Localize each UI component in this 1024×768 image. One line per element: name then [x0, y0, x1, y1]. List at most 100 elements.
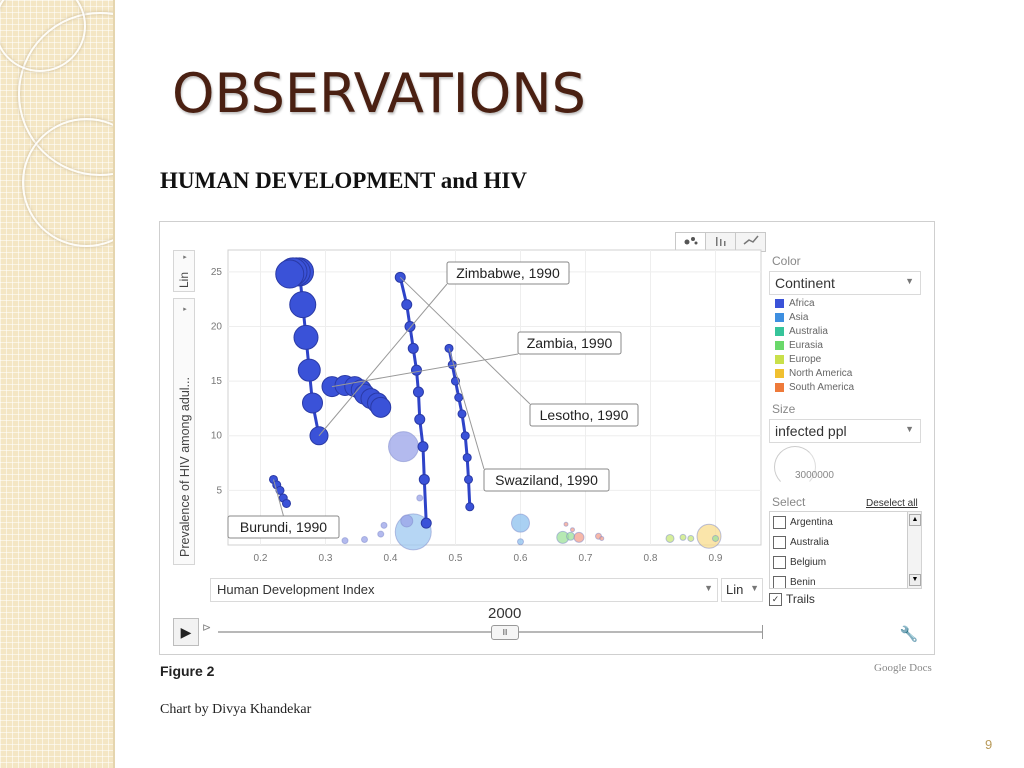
- data-bubble: [573, 531, 585, 543]
- callout-label: Zimbabwe, 1990: [456, 265, 560, 281]
- time-slider-thumb[interactable]: II: [491, 625, 519, 640]
- legend-item[interactable]: Asia: [775, 310, 854, 324]
- chevron-right-icon: ▸: [183, 306, 187, 313]
- legend-label: Africa: [789, 297, 815, 309]
- callout-label: Zambia, 1990: [527, 335, 613, 351]
- callout-label: Lesotho, 1990: [540, 407, 629, 423]
- trail-point: [401, 299, 413, 311]
- legend-item[interactable]: Australia: [775, 324, 854, 338]
- legend-item[interactable]: Europe: [775, 352, 854, 366]
- trail-line: [398, 276, 428, 524]
- chevron-down-icon: ▼: [905, 424, 914, 434]
- scroll-down-icon[interactable]: ▼: [909, 574, 921, 586]
- x-tick-label: 0.8: [644, 553, 658, 564]
- trail-point: [293, 324, 319, 350]
- color-select[interactable]: Continent ▼: [769, 271, 921, 295]
- callout-label: Burundi, 1990: [240, 519, 327, 535]
- country-label: Belgium: [790, 556, 827, 568]
- trails-label: Trails: [786, 592, 815, 606]
- y-indicator-text: Prevalence of HIV among adul...: [178, 377, 192, 557]
- legend-label: Europe: [789, 353, 822, 365]
- data-bubble: [563, 521, 569, 527]
- country-checkbox[interactable]: [773, 575, 786, 588]
- trail-point: [412, 386, 424, 398]
- country-checkbox[interactable]: [773, 535, 786, 549]
- legend-label: Asia: [789, 311, 809, 323]
- legend-item[interactable]: Africa: [775, 296, 854, 310]
- select-label: Select: [772, 495, 806, 509]
- data-bubble: [712, 534, 719, 542]
- bar-chart-icon: [715, 237, 725, 246]
- legend-swatch: [775, 312, 784, 322]
- trail-point: [457, 409, 467, 419]
- settings-wrench-icon[interactable]: 🔧: [899, 626, 919, 643]
- trail-point: [420, 517, 432, 529]
- trail-point: [282, 498, 291, 508]
- callout-box: [227, 515, 340, 539]
- y-indicator-select[interactable]: Prevalence of HIV among adul... ▸: [173, 298, 195, 565]
- trail-point: [289, 291, 317, 319]
- country-checkbox[interactable]: [773, 555, 786, 569]
- data-bubble: [388, 431, 419, 463]
- chart-heading: HUMAN DEVELOPMENT and HIV: [160, 168, 527, 193]
- callout-leader: [318, 283, 448, 437]
- callout-box: [446, 261, 570, 285]
- chevron-right-icon: ▸: [183, 254, 187, 261]
- data-bubble: [511, 513, 530, 533]
- callout-leader: [399, 276, 531, 405]
- trail-point: [404, 320, 416, 332]
- scroll-up-icon[interactable]: ▲: [909, 514, 921, 526]
- x-indicator-select[interactable]: Human Development Index ▼: [210, 578, 718, 602]
- country-checkbox[interactable]: [773, 515, 786, 529]
- legend-swatch: [775, 326, 784, 336]
- x-tick-label: 0.5: [449, 553, 463, 564]
- data-bubble: [341, 537, 349, 545]
- callout-leader: [448, 348, 485, 470]
- y-tick-label: 15: [211, 376, 223, 387]
- y-tick-label: 25: [211, 267, 223, 278]
- country-item[interactable]: Australia: [770, 532, 921, 552]
- play-icon: ▶: [180, 624, 192, 640]
- x-indicator-label: Human Development Index: [217, 582, 375, 597]
- data-bubble: [517, 538, 524, 546]
- chevron-down-icon: ▼: [704, 583, 713, 593]
- legend-swatch: [775, 340, 784, 350]
- line-chart-icon: [743, 235, 759, 245]
- callout-box: [529, 403, 639, 427]
- x-tick-label: 0.9: [709, 553, 723, 564]
- legend-item[interactable]: Eurasia: [775, 338, 854, 352]
- trails-toggle[interactable]: ✓ Trails: [769, 592, 815, 606]
- legend-label: North America: [789, 367, 853, 379]
- callout-box: [483, 468, 610, 492]
- trail-point: [414, 413, 426, 425]
- color-label: Color: [772, 254, 801, 268]
- trail-point: [464, 474, 473, 484]
- color-select-value: Continent: [775, 275, 835, 291]
- country-item[interactable]: Benin: [770, 572, 921, 588]
- trail-point: [411, 364, 422, 376]
- legend-item[interactable]: North America: [775, 366, 854, 380]
- legend-item[interactable]: South America: [775, 380, 854, 394]
- country-item[interactable]: Argentina: [770, 512, 921, 532]
- chart-credit: Chart by Divya Khandekar: [160, 702, 312, 717]
- time-slider-end: [762, 625, 763, 639]
- trail-point: [302, 392, 323, 414]
- y-scale-text: Lin: [177, 272, 191, 288]
- data-bubble: [696, 523, 722, 549]
- play-button[interactable]: ▶: [173, 618, 199, 646]
- y-indicator-label: Prevalence of HIV among adul... ▸: [178, 306, 192, 557]
- x-scale-select[interactable]: Lin ▼: [721, 578, 763, 602]
- speed-control-icon[interactable]: ⊳: [202, 622, 212, 634]
- checked-icon[interactable]: ✓: [769, 592, 782, 606]
- y-scale-select[interactable]: Lin ▸: [173, 250, 195, 292]
- y-scale-label: Lin ▸: [177, 254, 191, 288]
- country-item[interactable]: Belgium: [770, 552, 921, 572]
- time-slider-track[interactable]: [218, 631, 763, 633]
- data-bubble: [599, 535, 605, 541]
- data-bubble: [400, 514, 414, 528]
- trail-point: [418, 473, 430, 485]
- callout-box: [517, 331, 622, 355]
- deselect-all-link[interactable]: Deselect all: [866, 498, 918, 509]
- size-select[interactable]: infected ppl ▼: [769, 419, 921, 443]
- list-scrollbar[interactable]: ▲ ▼: [907, 512, 921, 588]
